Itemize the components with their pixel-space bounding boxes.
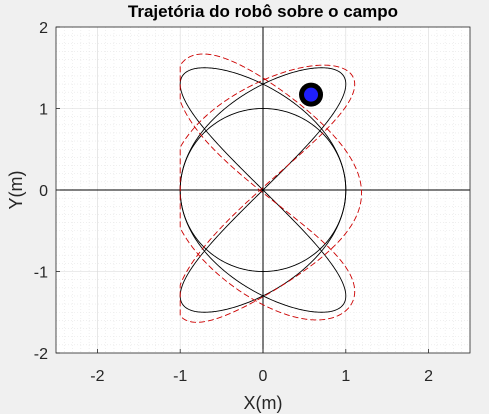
robot-marker xyxy=(299,82,324,107)
x-axis-label: X(m) xyxy=(244,393,283,413)
x-tick-label: 1 xyxy=(341,368,350,385)
tick-labels: -2 -1 0 1 2 -2 -1 0 1 2 xyxy=(34,20,433,385)
x-tick-label: 0 xyxy=(259,368,268,385)
y-axis-label: Y(m) xyxy=(6,171,26,210)
y-tick-label: 2 xyxy=(39,20,48,37)
y-tick-label: 0 xyxy=(39,183,48,200)
x-tick-label: 2 xyxy=(424,368,433,385)
y-tick-label: -2 xyxy=(34,346,48,363)
series-layer xyxy=(179,53,362,323)
y-tick-label: 1 xyxy=(39,102,48,119)
robot-body xyxy=(304,87,319,102)
y-tick-label: -1 xyxy=(34,265,48,282)
series-line-1 xyxy=(179,67,347,313)
chart-title: Trajetória do robô sobre o campo xyxy=(128,2,398,21)
series-line-2 xyxy=(179,53,362,323)
x-tick-label: -1 xyxy=(173,368,187,385)
x-tick-label: -2 xyxy=(90,368,104,385)
